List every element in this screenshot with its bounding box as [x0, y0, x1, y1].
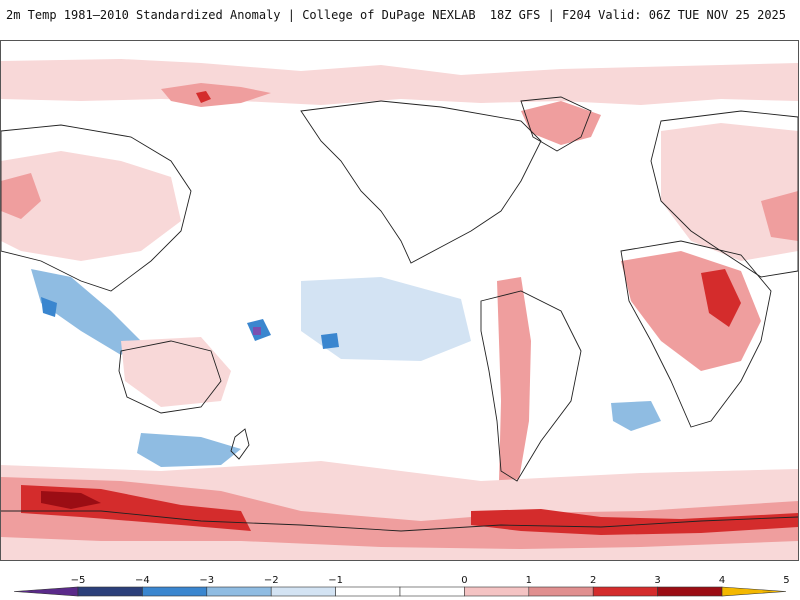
- colorbar-segment: [270, 586, 336, 597]
- colorbar-tick-label: 4: [719, 575, 725, 586]
- pacific-cool-core: [321, 333, 339, 349]
- colorbar-segment: [206, 586, 272, 597]
- south-america-outline: [480, 290, 582, 482]
- colorbar-tick-label: 3: [654, 575, 660, 586]
- southern-ocean-cool-area: [137, 433, 241, 467]
- colorbar-segment: [399, 586, 465, 597]
- greenland-outline: [520, 96, 592, 152]
- australia-outline: [118, 340, 222, 414]
- colorbar-segment: [592, 586, 658, 597]
- africa-warm-area: [621, 251, 761, 371]
- antarctic-extreme-warm-spot: [41, 491, 101, 509]
- arctic-warm-core: [161, 83, 271, 107]
- se-asia-cool-core: [41, 297, 57, 317]
- asia-warm-core: [1, 173, 41, 219]
- colorbar-tick-label: 2: [590, 575, 596, 586]
- header: 2m Temp 1981–2010 Standardized Anomaly |…: [0, 0, 800, 34]
- arctic-warm-band: [1, 59, 798, 105]
- se-asia-cool-area: [31, 269, 141, 355]
- colorbar-tick-label: −3: [199, 575, 214, 586]
- colorbar-segment: [335, 586, 401, 597]
- north-america-outline: [300, 100, 542, 264]
- continent-outlines: [1, 96, 798, 532]
- australia-warm-area: [121, 337, 231, 407]
- greenland-warm-area: [521, 101, 601, 145]
- new-zealand-outline: [230, 428, 250, 460]
- andes-warm-area: [497, 277, 531, 491]
- south-atlantic-cool-area: [611, 401, 661, 431]
- antarctic-warm-core-east: [471, 509, 798, 535]
- colorbar-tick-label: 0: [461, 575, 467, 586]
- europe-warm-area: [661, 123, 798, 261]
- colorbar-tick-label: −1: [328, 575, 343, 586]
- colorbar-segment: [142, 586, 208, 597]
- colorbar-segment: [464, 586, 530, 597]
- antarctica-outline: [1, 510, 798, 532]
- colorbar-tick-label: −5: [71, 575, 86, 586]
- africa-warm-core: [701, 269, 741, 327]
- colorbar-tick-label: −4: [135, 575, 150, 586]
- model-run-info: 18Z GFS | F204 Valid: 06Z TUE NOV 25 202…: [489, 8, 786, 22]
- anomaly-map[interactable]: [1, 41, 798, 560]
- colorbar-segment: [528, 586, 594, 597]
- colorbar-arrow-high: [721, 586, 787, 597]
- colorbar-tick-label: −2: [264, 575, 279, 586]
- map-title: 2m Temp 1981–2010 Standardized Anomaly |…: [6, 8, 476, 22]
- colorbar-segment: [77, 586, 143, 597]
- fiji-extreme-cool-spot: [253, 327, 261, 335]
- middle-east-warm-core: [761, 191, 798, 241]
- colorbar-graphic: −5 −4 −3 −2 −1 0 1 2 3 4 5: [13, 575, 790, 597]
- colorbar-tick-label: 5: [783, 575, 789, 586]
- colorbar-segment: [657, 586, 723, 597]
- map-panel[interactable]: [0, 40, 799, 561]
- eurasia-outline: [650, 110, 798, 278]
- africa-outline: [620, 240, 772, 428]
- colorbar-arrow-low: [13, 586, 79, 597]
- asia-warm-area: [1, 151, 181, 261]
- arctic-warm-spot: [196, 91, 211, 103]
- colorbar-legend: −5 −4 −3 −2 −1 0 1 2 3 4 5: [13, 573, 790, 597]
- asia-outline: [1, 124, 192, 292]
- colorbar-tick-label: 1: [526, 575, 532, 586]
- south-pacific-cool-area: [301, 277, 471, 361]
